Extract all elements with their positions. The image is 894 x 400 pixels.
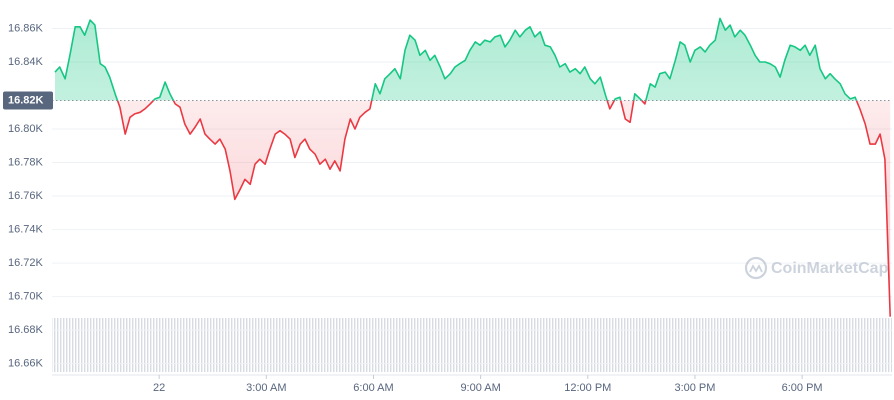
price-line-up: [54, 17, 858, 101]
y-tick-label: 16.84K: [8, 56, 44, 68]
y-tick-label: 16.70K: [8, 291, 44, 303]
watermark: CoinMarketCap: [744, 256, 889, 280]
x-tick-label: 9:00 AM: [460, 382, 500, 394]
y-tick-label: 16.86K: [8, 22, 44, 34]
area-down: [55, 100, 891, 317]
watermark-logo-mark: [749, 264, 763, 273]
price-line-down: [116, 100, 891, 317]
y-tick-label: 16.68K: [8, 324, 44, 336]
y-tick-label: 16.76K: [8, 190, 44, 202]
y-tick-label: 16.72K: [8, 257, 44, 269]
x-tick-label: 22: [153, 382, 165, 394]
x-tick-label: 6:00 AM: [353, 382, 393, 394]
baseline-badge: [3, 91, 53, 110]
y-tick-label: 16.66K: [8, 358, 44, 370]
x-tick-label: 6:00 PM: [782, 382, 823, 394]
y-tick-label: 16.78K: [8, 156, 44, 168]
watermark-logo: [744, 256, 768, 280]
x-tick-label: 3:00 AM: [246, 382, 286, 394]
x-tick-label: 3:00 PM: [674, 382, 715, 394]
baseline-label: 16.82K: [8, 94, 44, 106]
y-tick-label: 16.74K: [8, 223, 44, 235]
watermark-text: CoinMarketCap: [771, 260, 889, 277]
y-tick-label: 16.80K: [8, 123, 44, 135]
plot: [52, 17, 892, 317]
x-tick-label: 12:00 PM: [564, 382, 611, 394]
area-up: [55, 18, 857, 101]
labels: 16.66K 16.68K 16.70K 16.72K 16.74K 16.76K 16.7…: [3, 22, 823, 394]
volume-bars: [52, 318, 892, 372]
